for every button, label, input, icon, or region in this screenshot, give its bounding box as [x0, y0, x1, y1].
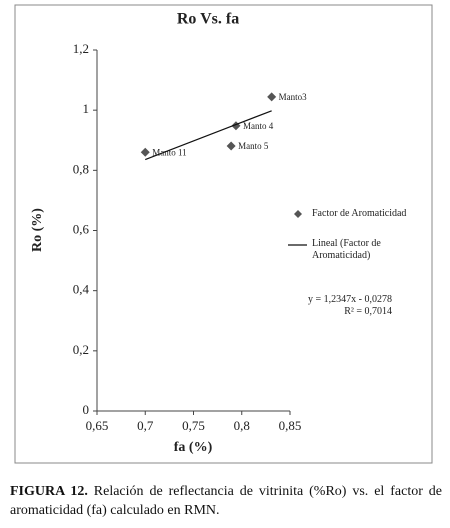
annotation: y = 1,2347x - 0,0278: [308, 294, 392, 305]
x-tick-label: 0,8: [234, 418, 250, 433]
data-point: [226, 141, 236, 151]
x-tick-label: 0,65: [86, 418, 109, 433]
caption-label: FIGURA 12.: [10, 484, 88, 499]
y-tick-label: 0,2: [73, 342, 89, 357]
chart-title: Ro Vs. fa: [177, 11, 239, 28]
caption: FIGURA 12. Relación de reflectancia de v…: [10, 482, 442, 520]
x-axis-title: fa (%): [174, 440, 213, 455]
y-tick-label: 0,8: [73, 161, 89, 176]
legend-label: Factor de Aromaticidad: [312, 208, 407, 219]
y-tick-label: 0,4: [73, 282, 90, 297]
x-tick-label: 0,75: [182, 418, 205, 433]
point-label: Manto 4: [243, 121, 274, 131]
y-tick-label: 0,6: [73, 221, 90, 236]
point-label: Manto 11: [152, 147, 186, 157]
trend-line: [145, 110, 272, 161]
x-tick-label: 0,85: [279, 418, 302, 433]
legend-marker: [294, 210, 302, 218]
y-tick-label: 0: [83, 402, 90, 417]
annotation: R² = 0,7014: [344, 306, 392, 317]
data-point: [267, 92, 277, 102]
point-label: Manto3: [279, 92, 307, 102]
chart-frame: [14, 4, 433, 464]
caption-text: Relación de reflectancia de vitrinita (%…: [10, 484, 442, 518]
legend-label: Lineal (Factor de Aromaticidad): [312, 238, 381, 261]
y-axis-title: Ro (%): [30, 208, 45, 252]
x-tick-label: 0,7: [137, 418, 154, 433]
point-label: Manto 5: [238, 141, 269, 151]
chart: Ro Vs. fa fa (%) Ro (%) 0 0,2 0,4 0,6 0,8 1 1,…: [14, 4, 433, 464]
y-tick-label: 1: [83, 101, 90, 116]
data-point: [140, 147, 150, 157]
y-tick-label: 1,2: [73, 41, 89, 56]
